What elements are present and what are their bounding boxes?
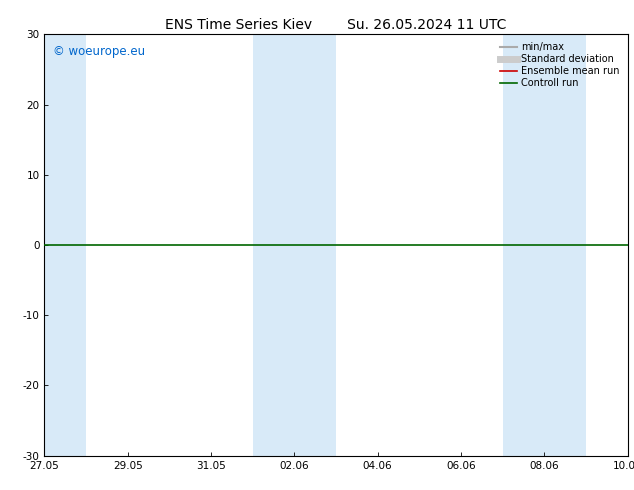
Title: ENS Time Series Kiev        Su. 26.05.2024 11 UTC: ENS Time Series Kiev Su. 26.05.2024 11 U… [165, 18, 507, 32]
Legend: min/max, Standard deviation, Ensemble mean run, Controll run: min/max, Standard deviation, Ensemble me… [497, 39, 623, 91]
Bar [42, 34, 86, 456]
Bar [253, 34, 336, 456]
Bar [503, 34, 586, 456]
Text: © woeurope.eu: © woeurope.eu [53, 45, 145, 58]
